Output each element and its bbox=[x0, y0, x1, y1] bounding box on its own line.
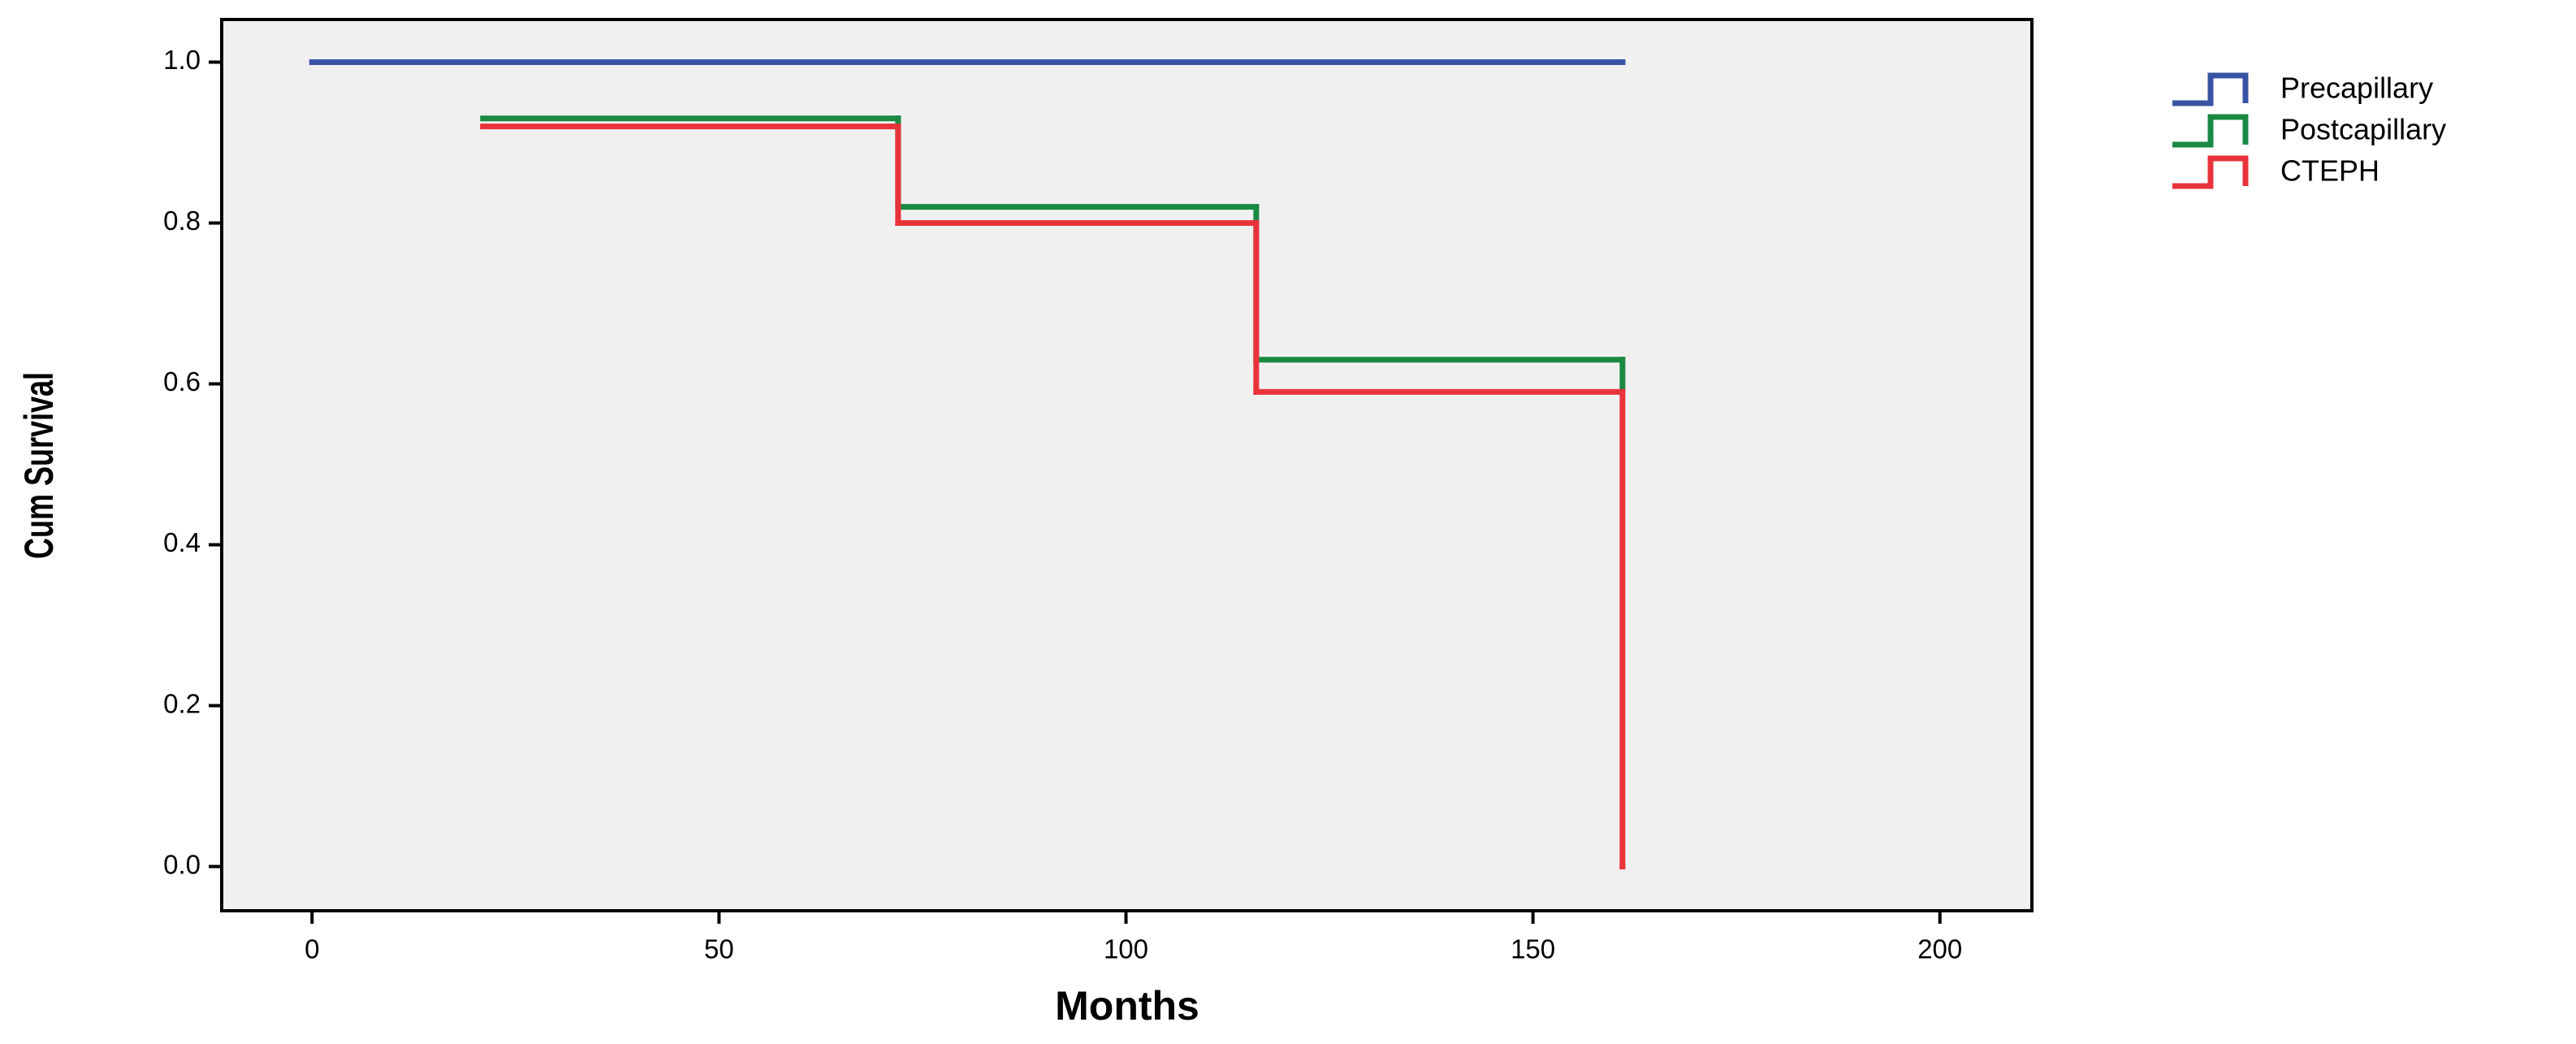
y-tick-label: 0.2 bbox=[163, 688, 201, 718]
legend-swatch bbox=[2172, 72, 2249, 106]
plot-frame bbox=[220, 18, 2034, 912]
plot-background bbox=[222, 19, 2032, 911]
x-tick-label: 100 bbox=[1104, 934, 1148, 964]
y-tick-label: 0.0 bbox=[163, 849, 201, 879]
legend-label: Precapillary bbox=[2280, 71, 2433, 105]
x-tick-label: 50 bbox=[704, 934, 734, 964]
legend-label: Postcapillary bbox=[2280, 113, 2446, 146]
x-tick-label: 200 bbox=[1917, 934, 1962, 964]
y-tick-label: 0.8 bbox=[163, 206, 201, 236]
legend-swatch bbox=[2172, 114, 2249, 148]
legend-label: CTEPH bbox=[2280, 154, 2379, 188]
x-tick-label: 150 bbox=[1511, 934, 1555, 964]
x-tick-label: 0 bbox=[305, 934, 319, 964]
y-axis-title: Cum Survival bbox=[18, 372, 63, 559]
x-axis-title: Months bbox=[1055, 983, 1199, 1029]
legend-swatch bbox=[2172, 155, 2249, 189]
y-tick-label: 1.0 bbox=[163, 45, 201, 75]
y-tick-label: 0.6 bbox=[163, 366, 201, 396]
y-tick-label: 0.4 bbox=[163, 527, 201, 557]
